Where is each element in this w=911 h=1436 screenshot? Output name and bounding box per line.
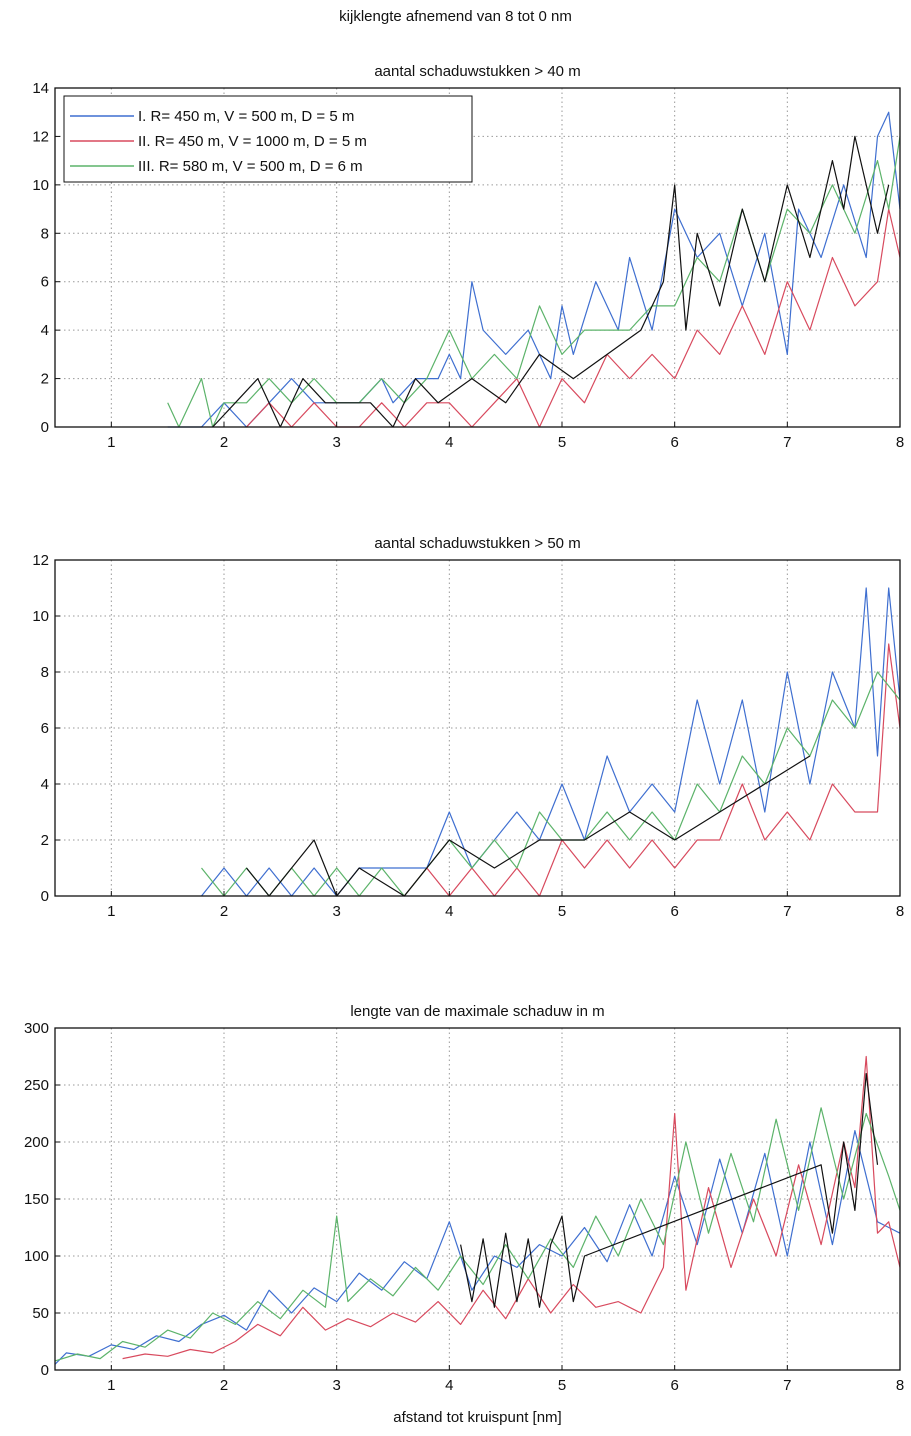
x-tick-label: 5 [558,1377,566,1394]
y-tick-label: 4 [41,322,49,339]
y-tick-label: 12 [32,128,49,145]
x-tick-label: 2 [220,903,228,920]
x-tick-label: 4 [445,434,453,451]
series-line-4 [212,135,890,428]
x-tick-label: 1 [107,903,115,920]
y-tick-label: 10 [32,608,49,625]
series-line-1 [54,1129,901,1365]
chart-title: aantal schaduwstukken > 40 m [374,63,580,80]
x-tick-label: 1 [107,434,115,451]
y-tick-label: 4 [41,776,49,793]
y-tick-label: 12 [32,552,49,569]
x-tick-label: 6 [670,903,678,920]
x-tick-label: 4 [445,1377,453,1394]
x-tick-label: 5 [558,434,566,451]
x-tick-label: 3 [332,903,340,920]
y-tick-label: 10 [32,177,49,194]
x-tick-label: 7 [783,1377,791,1394]
page-title: kijklengte afnemend van 8 tot 0 nm [339,8,572,25]
y-tick-label: 300 [24,1020,49,1037]
chart-1: aantal schaduwstukken > 40 m1 2 3 4 5 6 7 80246… [32,63,904,451]
y-tick-label: 6 [41,720,49,737]
x-tick-label: 2 [220,434,228,451]
x-tick-label: 6 [670,434,678,451]
series-line-4 [246,755,811,897]
series-line-2 [246,208,901,428]
x-tick-label: 7 [783,434,791,451]
legend-entry: I. R= 450 m, V = 500 m, D = 5 m [138,108,354,125]
series-line-2 [122,1055,901,1360]
legend-entry: III. R= 580 m, V = 500 m, D = 6 m [138,158,363,175]
x-axis-label: afstand tot kruispunt [nm] [393,1409,561,1426]
plot-frame [54,87,901,428]
x-tick-label: 4 [445,903,453,920]
y-tick-label: 8 [41,664,49,681]
x-tick-label: 5 [558,903,566,920]
x-tick-label: 8 [896,434,904,451]
series-line-3 [54,1107,901,1362]
series-line-2 [403,643,901,897]
y-tick-label: 8 [41,225,49,242]
y-tick-label: 2 [41,371,49,388]
series-line-3 [201,671,901,897]
x-tick-label: 8 [896,903,904,920]
y-tick-label: 14 [32,80,49,97]
x-tick-label: 3 [332,434,340,451]
y-tick-label: 0 [41,1362,49,1379]
y-tick-label: 250 [24,1077,49,1094]
chart-2: aantal schaduwstukken > 50 m1 2 3 4 5 6 7 80246… [32,535,904,920]
series-line-1 [167,111,901,428]
x-tick-label: 2 [220,1377,228,1394]
x-tick-label: 6 [670,1377,678,1394]
y-tick-label: 0 [41,888,49,905]
y-tick-label: 150 [24,1191,49,1208]
y-tick-label: 100 [24,1248,49,1265]
chart-3: lengte van de maximale schaduw in m 1 2 3 4 5… [24,1003,904,1426]
x-tick-label: 8 [896,1377,904,1394]
y-tick-label: 200 [24,1134,49,1151]
legend: I. R= 450 m, V = 500 m, D = 5 m II. R= 45… [63,95,473,183]
x-tick-label: 3 [332,1377,340,1394]
legend-box [63,95,473,183]
x-tick-label: 7 [783,903,791,920]
series-line-4 [460,1072,879,1308]
chart-title: aantal schaduwstukken > 50 m [374,535,580,552]
y-tick-label: 0 [41,419,49,436]
y-tick-label: 6 [41,274,49,291]
legend-entry: II. R= 450 m, V = 1000 m, D = 5 m [138,133,367,150]
x-tick-label: 1 [107,1377,115,1394]
y-tick-label: 2 [41,832,49,849]
y-tick-label: 50 [32,1305,49,1322]
series-line-3 [167,136,901,428]
chart-title: lengte van de maximale schaduw in m [350,1003,604,1020]
